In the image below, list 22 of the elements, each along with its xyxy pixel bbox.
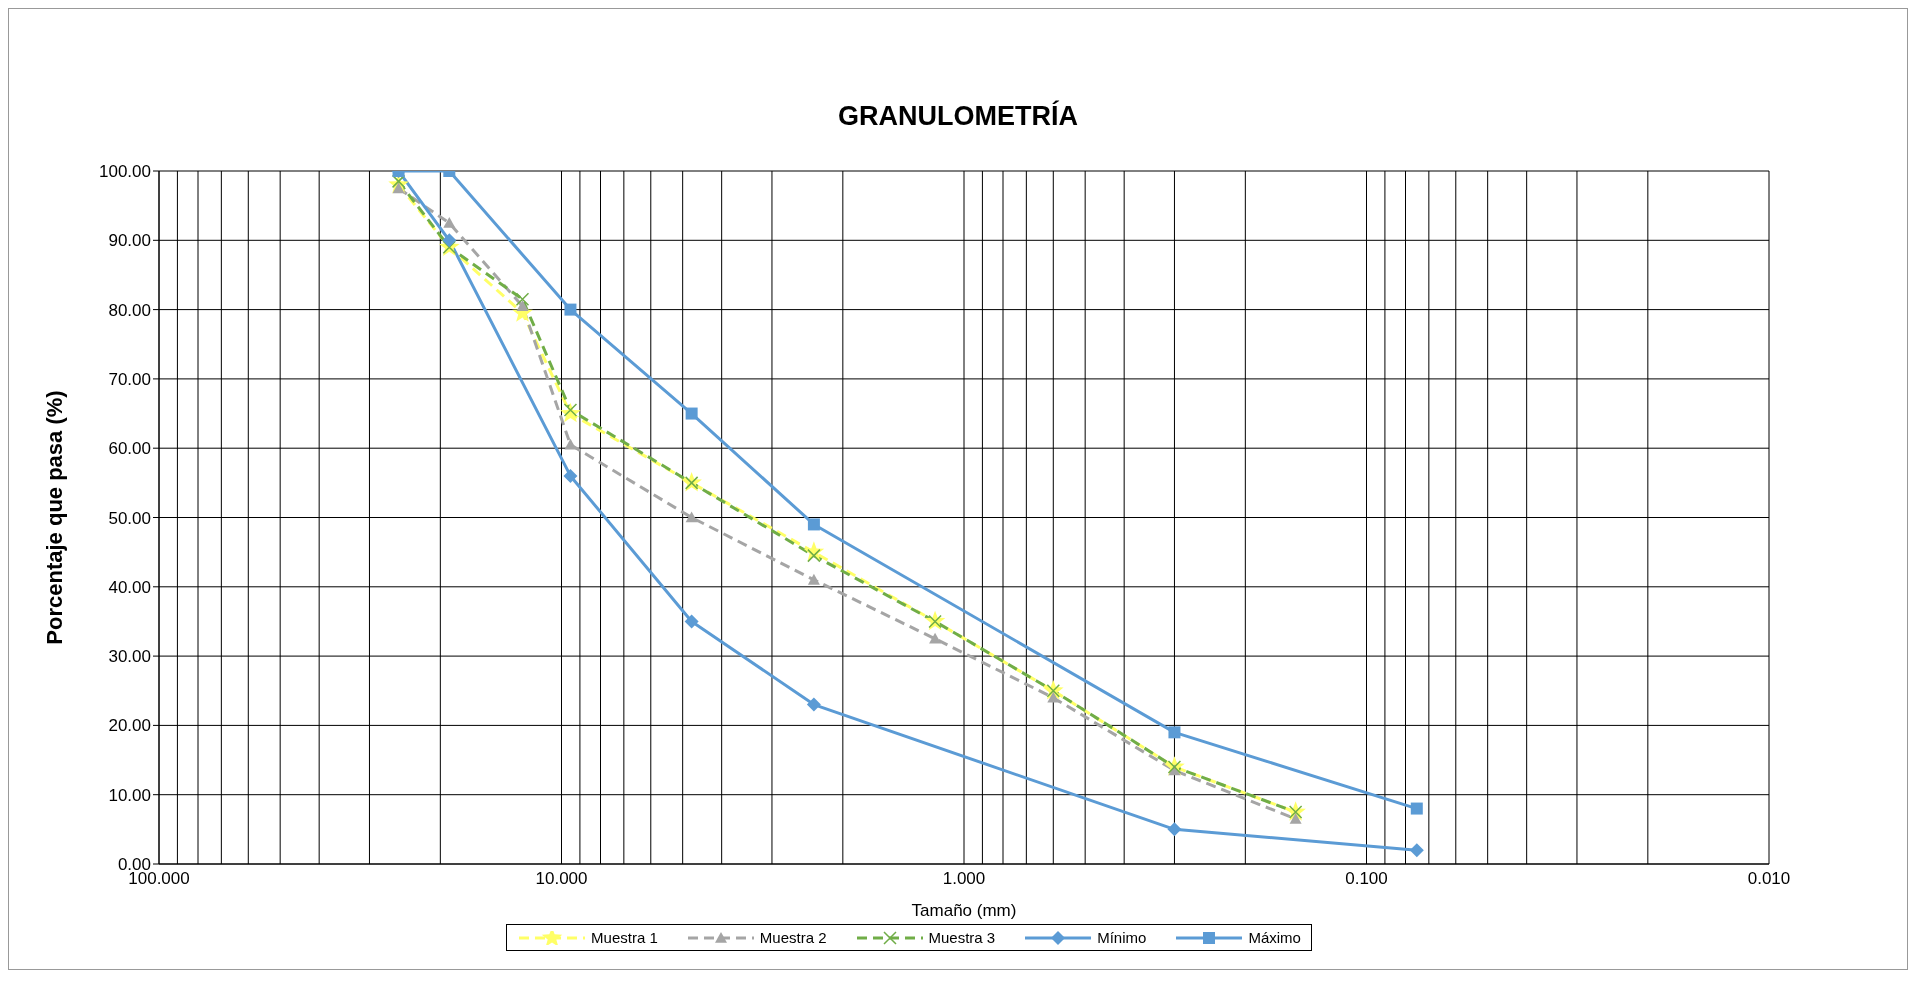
y-tick-label: 30.00 xyxy=(108,647,151,667)
y-tick-label: 10.00 xyxy=(108,785,151,805)
legend-label: Muestra 1 xyxy=(591,929,658,946)
y-tick-label: 100.00 xyxy=(99,162,151,182)
legend-label: Máximo xyxy=(1248,929,1301,946)
y-tick-label: 40.00 xyxy=(108,577,151,597)
y-axis-title: Porcentaje que pasa (%) xyxy=(41,390,67,645)
x-tick-label: 10.000 xyxy=(535,869,588,889)
x-tick-label: 0.100 xyxy=(1345,869,1388,889)
y-tick-label: 60.00 xyxy=(108,439,151,459)
y-tick-label: 70.00 xyxy=(108,369,151,389)
x-tick-label: 1.000 xyxy=(942,869,986,889)
y-tick-label: 90.00 xyxy=(108,231,151,251)
x-tick-label: 0.010 xyxy=(1747,869,1791,889)
y-tick-label: 50.00 xyxy=(108,508,151,528)
legend-label: Muestra 2 xyxy=(759,929,827,946)
y-tick-label: 20.00 xyxy=(108,716,151,736)
x-axis-title: Tamaño (mm) xyxy=(911,901,1017,920)
legend-label: Mínimo xyxy=(1097,929,1147,946)
y-tick-label: 80.00 xyxy=(108,300,151,320)
legend-label: Muestra 3 xyxy=(928,929,996,946)
chart-title: GRANULOMETRÍA xyxy=(837,99,1079,133)
